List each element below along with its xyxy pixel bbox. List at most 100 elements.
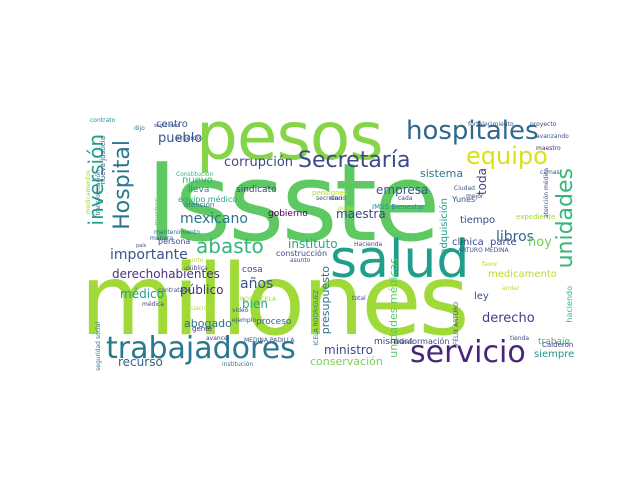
word: nuevo (182, 175, 213, 186)
word: avance (206, 335, 228, 342)
word: MEDINA PADILLA (244, 337, 295, 344)
word: hoy (528, 235, 552, 250)
word: presupuesto (319, 266, 332, 335)
word: atención (184, 201, 215, 209)
word: seguridad social (95, 322, 102, 371)
word: importante (110, 247, 188, 263)
word: video (232, 307, 249, 314)
word: ROSA ICELA (240, 296, 277, 303)
word: millones (80, 244, 470, 358)
word: pesos (196, 98, 384, 175)
word: hospitales (406, 116, 539, 146)
word: ministro (324, 343, 373, 357)
word: secretario (316, 195, 346, 202)
word: recurso (118, 355, 163, 369)
word: Issste (146, 141, 440, 266)
word: instituto (288, 237, 338, 251)
word: atención médica (543, 168, 550, 218)
word: abogado (184, 317, 232, 330)
word: centro (156, 119, 188, 130)
word: Ciudad (454, 185, 475, 192)
word: persona (158, 237, 191, 246)
word: andar (502, 285, 520, 292)
word: manera (150, 235, 174, 242)
word: país (136, 243, 147, 249)
word: cosa (242, 265, 263, 275)
word: bienes (394, 339, 414, 346)
word: asunto (290, 257, 311, 264)
word: pueblo (158, 131, 203, 146)
word: muchas (153, 198, 161, 226)
word: mantenimiento (154, 229, 200, 236)
word: Hacienda (354, 241, 383, 248)
word: maestra (336, 207, 386, 221)
word: clínica (452, 237, 484, 248)
word: favor (482, 261, 498, 268)
word: sistema (420, 167, 464, 180)
word: médica (142, 301, 164, 308)
word: trabajo (538, 337, 570, 347)
word: sindicato (236, 185, 277, 195)
word: Hospital (110, 140, 135, 230)
word: dijo (134, 125, 145, 132)
word: camas (540, 169, 560, 176)
word: proceso (256, 317, 292, 327)
word: pensiones (312, 189, 348, 197)
word: bien (242, 297, 268, 311)
word: fortalecimiento (468, 121, 514, 128)
word: medicamentos (85, 170, 92, 215)
word: siempre (534, 349, 575, 360)
word: salud (330, 230, 470, 290)
word: sino (330, 195, 343, 202)
word: Constitución (176, 171, 214, 178)
word: servicio (410, 335, 526, 370)
word: tiempo (460, 215, 496, 226)
word: derecho (482, 311, 535, 326)
word: años (240, 276, 274, 292)
word: acuerdo (176, 135, 201, 142)
word: unidades (553, 168, 578, 269)
word: maestro (536, 145, 561, 152)
word: IMSS Bienestar (372, 203, 425, 211)
word: trabajadores (106, 331, 296, 366)
word: total (352, 295, 366, 302)
word: FÉLIX ARTURO (453, 302, 460, 346)
word: medicamento (488, 269, 557, 280)
word: conservación (310, 355, 383, 368)
word: institución (222, 361, 254, 368)
word: libros (496, 229, 534, 245)
word: gente (192, 325, 213, 333)
word: parte (490, 237, 517, 248)
word: construcción (276, 249, 328, 258)
word: ley (474, 291, 489, 302)
word: Yunes (452, 195, 476, 204)
word: pública (186, 265, 208, 272)
word: toda (475, 168, 489, 196)
word: contrato (90, 117, 116, 124)
word: expediente (516, 213, 556, 221)
word: mismo (374, 337, 405, 347)
word: mejor (466, 193, 484, 200)
word: poder (338, 205, 356, 212)
word: adquisición (439, 198, 450, 255)
word: situación (184, 305, 212, 312)
word: avanzando (536, 133, 569, 140)
word: equipo (466, 142, 548, 170)
word: información (402, 337, 450, 346)
word: mexicano (180, 211, 248, 227)
word: tienda (510, 335, 529, 342)
word: ARTURO MEDINA (458, 247, 509, 254)
word: público (180, 283, 224, 297)
word: punto (186, 257, 204, 264)
word: cada (398, 195, 413, 202)
word: lleva (188, 185, 210, 195)
word: nueva justicia (99, 136, 107, 185)
word: ejemplo (232, 317, 257, 324)
word: seguridad (154, 123, 179, 129)
word: Secretaría (298, 148, 411, 173)
word: contratado (158, 287, 191, 294)
word: abasto (196, 234, 264, 258)
word: gobierno (268, 209, 308, 219)
word: corrupción (224, 155, 294, 170)
